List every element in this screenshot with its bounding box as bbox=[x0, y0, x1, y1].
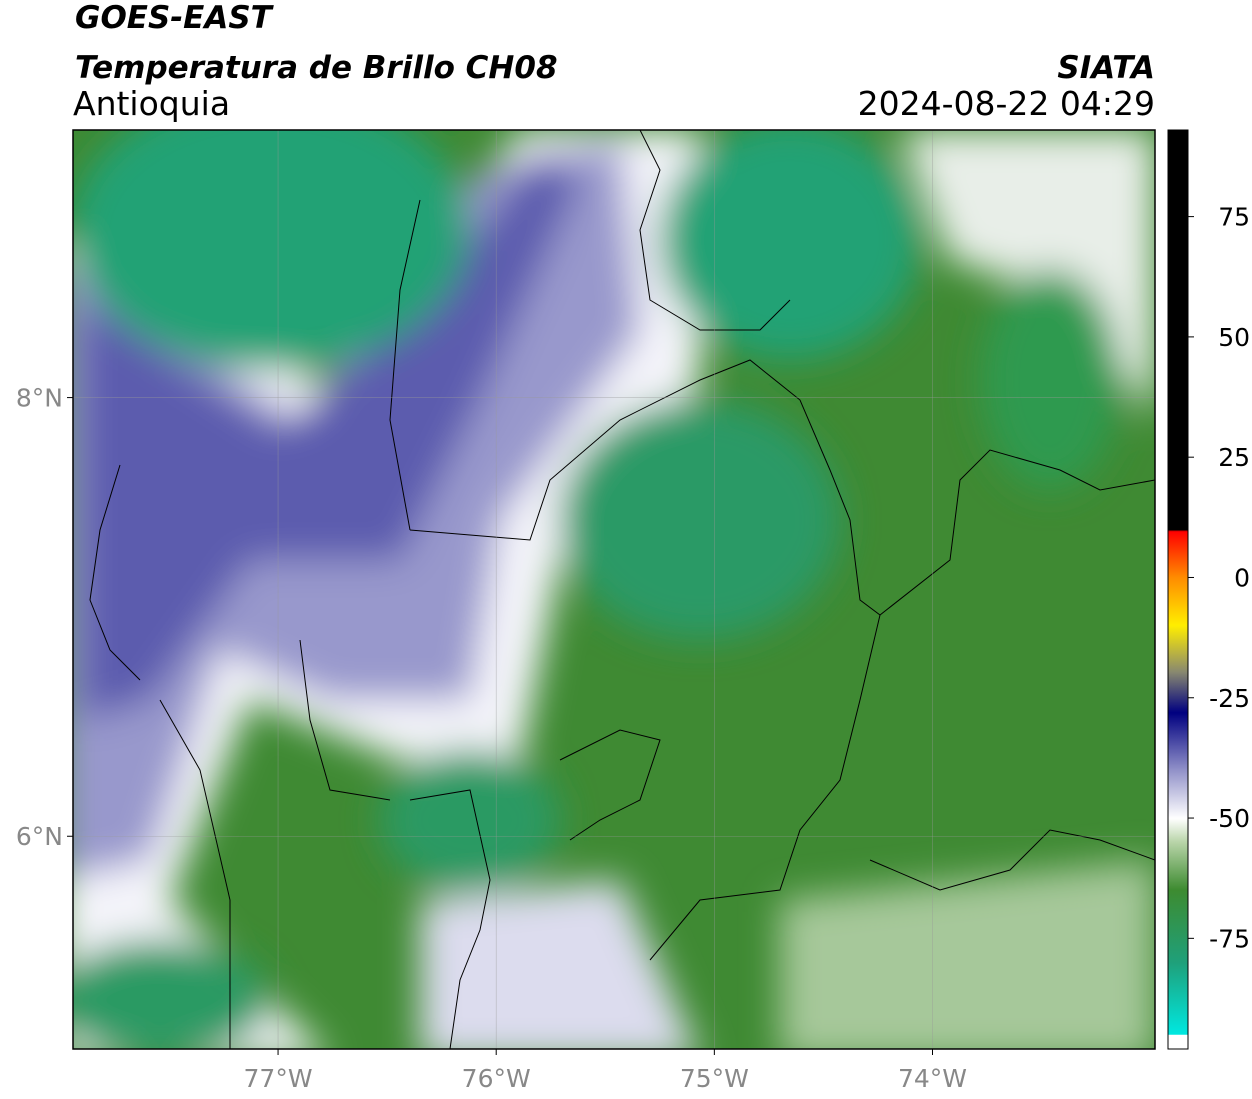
source: SIATA bbox=[1057, 50, 1155, 86]
x-tick-label: 77°W bbox=[244, 1064, 313, 1093]
colorbar bbox=[1167, 129, 1189, 1050]
x-tick-label: 76°W bbox=[462, 1064, 531, 1093]
satellite-image bbox=[73, 130, 1155, 1049]
colorbar-tick-label: -75 bbox=[1209, 924, 1250, 953]
subtitle: Temperatura de Brillo CH08 bbox=[75, 50, 558, 86]
colorbar-tick-label: -25 bbox=[1209, 684, 1250, 713]
map-frame bbox=[72, 129, 1156, 1050]
colorbar-tick-label: 25 bbox=[1218, 443, 1250, 472]
x-tick-label: 75°W bbox=[680, 1064, 749, 1093]
colorbar-tick-label: 0 bbox=[1234, 563, 1250, 592]
region: Antioquia bbox=[73, 84, 230, 123]
y-tick-label: 8°N bbox=[16, 384, 63, 413]
colorbar-tick-label: 75 bbox=[1218, 203, 1250, 232]
y-tick-label: 6°N bbox=[16, 822, 63, 851]
x-tick-label: 74°W bbox=[898, 1064, 967, 1093]
colorbar-tick-label: 50 bbox=[1218, 323, 1250, 352]
colorbar-tick-label: -50 bbox=[1209, 804, 1250, 833]
timestamp: 2024-08-22 04:29 bbox=[858, 84, 1155, 123]
title: GOES-EAST bbox=[75, 0, 275, 36]
